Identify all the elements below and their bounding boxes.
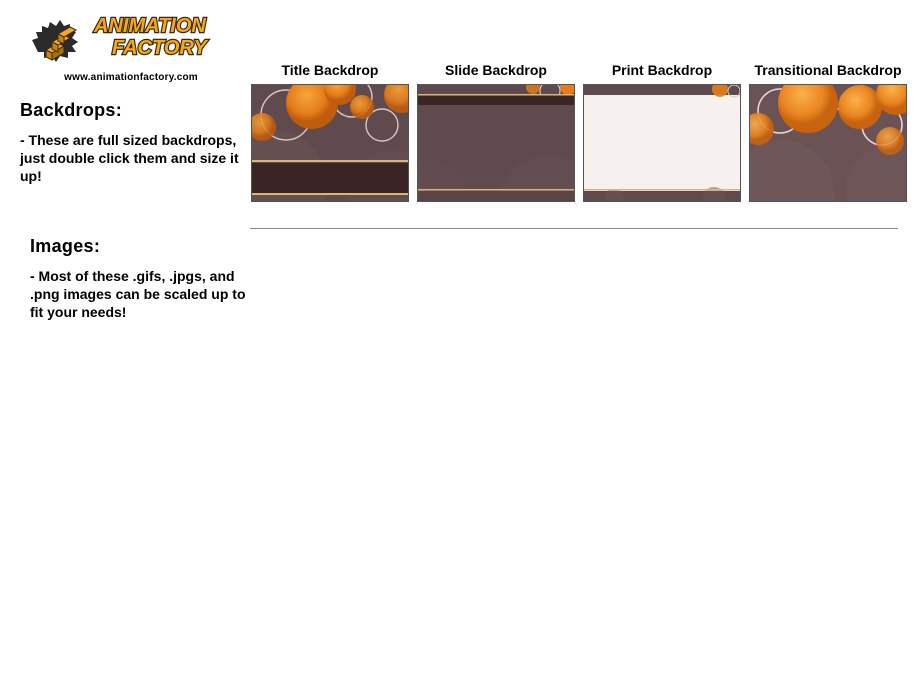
logo-word-2: FACTORY (112, 37, 208, 59)
backdrops-desc: - These are full sized backdrops, just d… (20, 131, 260, 186)
backdrop-col-slide: Slide Backdrop (416, 62, 576, 202)
backdrop-thumb-transitional[interactable] (749, 84, 907, 202)
logo-svg: ANIMATION FACTORY (26, 6, 236, 70)
backdrop-label: Slide Backdrop (445, 62, 547, 78)
backdrop-col-print: Print Backdrop (582, 62, 742, 202)
backdrop-thumb-slide[interactable] (417, 84, 575, 202)
logo-url: www.animationfactory.com (26, 72, 236, 83)
backdrop-col-transitional: Transitional Backdrop (748, 62, 908, 202)
logo-word-1: ANIMATION (93, 15, 206, 37)
logo: ANIMATION FACTORY www.animationfactory.c… (26, 6, 236, 83)
section-divider (250, 228, 898, 229)
backdrop-label: Print Backdrop (612, 62, 712, 78)
backdrop-thumb-print[interactable] (583, 84, 741, 202)
sidebar: Backdrops: - These are full sized backdr… (20, 100, 260, 349)
backdrop-col-title: Title Backdrop (250, 62, 410, 202)
images-heading: Images: (30, 236, 260, 257)
backdrops-heading: Backdrops: (20, 100, 260, 121)
backdrop-label: Transitional Backdrop (754, 62, 901, 78)
backdrop-thumb-title[interactable] (251, 84, 409, 202)
backdrops-row: Title Backdrop (250, 62, 908, 202)
backdrop-label: Title Backdrop (282, 62, 379, 78)
images-desc: - Most of these .gifs, .jpgs, and .png i… (30, 267, 260, 322)
